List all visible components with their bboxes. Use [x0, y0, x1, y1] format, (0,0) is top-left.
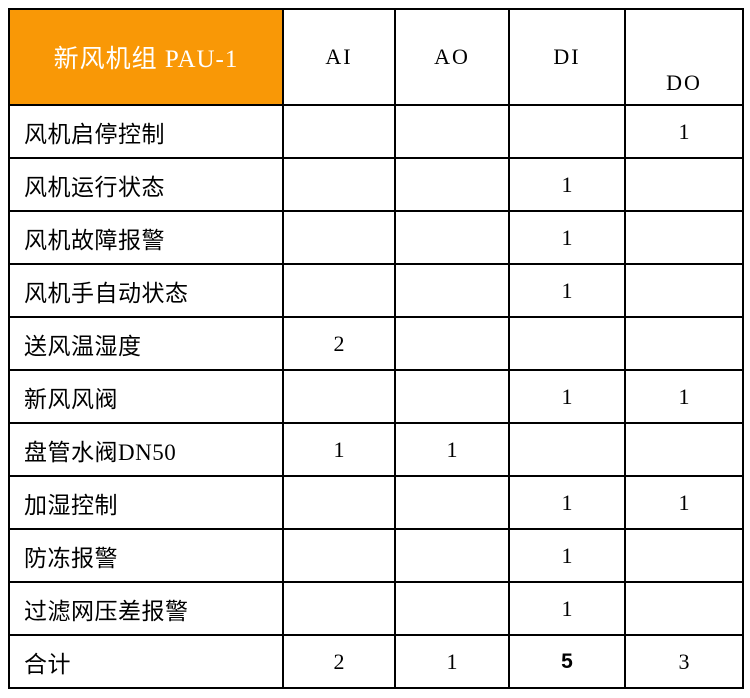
table-header: 新风机组 PAU-1 AI AO DI DO: [8, 8, 744, 106]
total-row: 合计 2 1 5 3: [8, 634, 744, 689]
cell-ao: [394, 475, 510, 530]
cell-ao: [394, 157, 510, 212]
row-label: 风机运行状态: [8, 157, 284, 212]
table-row: 防冻报警 1: [8, 528, 744, 583]
cell-do: [624, 316, 744, 371]
cell-di: 1: [508, 157, 626, 212]
cell-ai: [282, 157, 396, 212]
cell-do: [624, 210, 744, 265]
column-header-ai: AI: [282, 8, 396, 106]
column-header-do: DO: [624, 8, 744, 106]
table-row: 送风温湿度 2: [8, 316, 744, 371]
row-label: 风机启停控制: [8, 104, 284, 159]
table-row: 风机故障报警 1: [8, 210, 744, 265]
total-di: 5: [508, 634, 626, 689]
cell-di: 1: [508, 581, 626, 636]
table-row: 风机启停控制 1: [8, 104, 744, 159]
cell-ai: 2: [282, 316, 396, 371]
cell-ao: [394, 263, 510, 318]
cell-di: [508, 104, 626, 159]
cell-ai: [282, 475, 396, 530]
table-row: 盘管水阀DN50 1 1: [8, 422, 744, 477]
table-title-cell: 新风机组 PAU-1: [8, 8, 284, 106]
cell-ao: [394, 528, 510, 583]
cell-ao: [394, 104, 510, 159]
row-label: 过滤网压差报警: [8, 581, 284, 636]
cell-ai: [282, 369, 396, 424]
cell-do: [624, 581, 744, 636]
cell-di: 1: [508, 475, 626, 530]
table-row: 新风风阀 1 1: [8, 369, 744, 424]
row-label: 风机手自动状态: [8, 263, 284, 318]
table-body: 风机启停控制 1 风机运行状态 1 风机故障报警 1: [8, 104, 744, 689]
cell-do: [624, 422, 744, 477]
cell-ai: [282, 104, 396, 159]
cell-ao: [394, 210, 510, 265]
cell-do: [624, 263, 744, 318]
cell-di: 1: [508, 528, 626, 583]
cell-ai: [282, 210, 396, 265]
row-label: 盘管水阀DN50: [8, 422, 284, 477]
header-row: 新风机组 PAU-1 AI AO DI DO: [8, 8, 744, 106]
table-row: 风机运行状态 1: [8, 157, 744, 212]
io-point-table: 新风机组 PAU-1 AI AO DI DO 风机启停控制 1 风机运行状态 1: [8, 8, 744, 689]
total-label: 合计: [8, 634, 284, 689]
cell-do: 1: [624, 104, 744, 159]
table-row: 过滤网压差报警 1: [8, 581, 744, 636]
cell-di: 1: [508, 369, 626, 424]
cell-di: [508, 316, 626, 371]
cell-do: 1: [624, 475, 744, 530]
table-row: 加湿控制 1 1: [8, 475, 744, 530]
cell-ao: [394, 369, 510, 424]
row-label: 风机故障报警: [8, 210, 284, 265]
cell-ao: [394, 581, 510, 636]
cell-ai: [282, 581, 396, 636]
total-do: 3: [624, 634, 744, 689]
cell-ai: [282, 263, 396, 318]
cell-do: [624, 157, 744, 212]
row-label: 加湿控制: [8, 475, 284, 530]
cell-do: [624, 528, 744, 583]
table-row: 风机手自动状态 1: [8, 263, 744, 318]
total-ao: 1: [394, 634, 510, 689]
cell-di: 1: [508, 263, 626, 318]
cell-di: [508, 422, 626, 477]
cell-do: 1: [624, 369, 744, 424]
column-header-di: DI: [508, 8, 626, 106]
cell-di: 1: [508, 210, 626, 265]
total-ai: 2: [282, 634, 396, 689]
cell-ao: [394, 316, 510, 371]
row-label: 新风风阀: [8, 369, 284, 424]
cell-ai: [282, 528, 396, 583]
column-header-ao: AO: [394, 8, 510, 106]
cell-ao: 1: [394, 422, 510, 477]
cell-ai: 1: [282, 422, 396, 477]
row-label: 送风温湿度: [8, 316, 284, 371]
row-label: 防冻报警: [8, 528, 284, 583]
